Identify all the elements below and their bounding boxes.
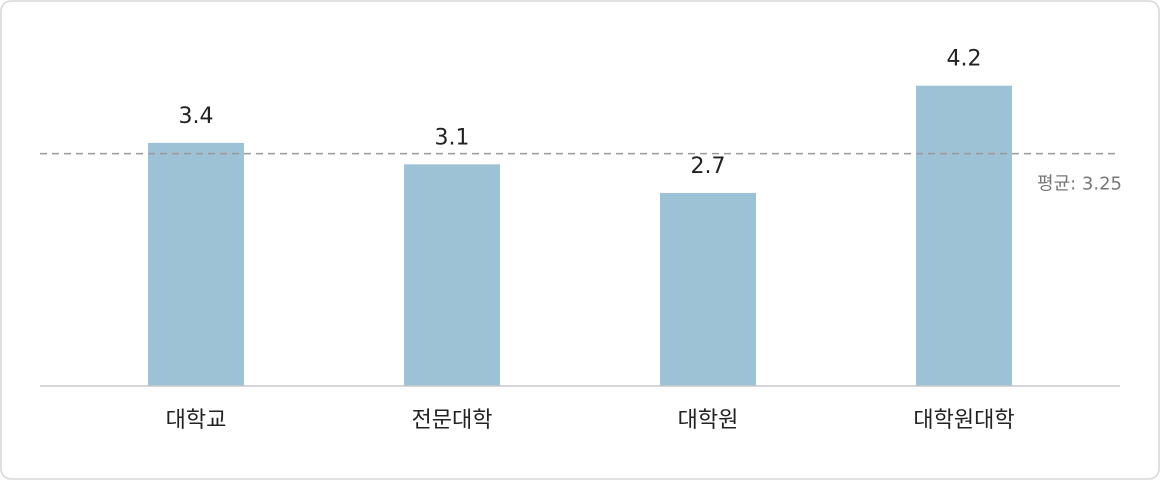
x-tick-label: 전문대학 xyxy=(412,408,493,433)
value-label: 2.7 xyxy=(691,154,726,179)
average-label: 평균: 3.25 xyxy=(1037,174,1122,195)
bar xyxy=(148,142,244,386)
value-label: 3.4 xyxy=(179,104,214,129)
bar xyxy=(404,164,500,386)
bar xyxy=(660,192,756,386)
x-tick-label: 대학교 xyxy=(166,408,227,433)
value-label: 3.1 xyxy=(435,125,470,150)
x-tick-label: 대학원 xyxy=(678,408,739,433)
value-label: 4.2 xyxy=(947,47,982,72)
x-tick-label: 대학원대학 xyxy=(913,408,1014,433)
bar xyxy=(916,85,1012,386)
